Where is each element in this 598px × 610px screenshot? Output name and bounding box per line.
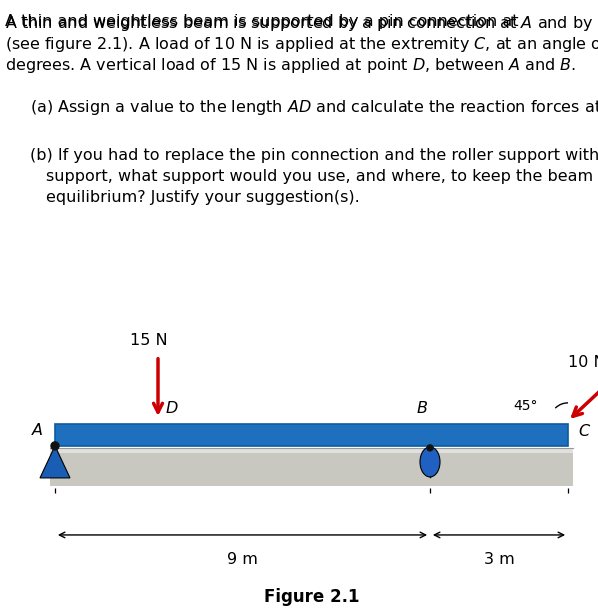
Text: A thin and weightless beam is supported by a pin connection at $\mathit{A}$ and : A thin and weightless beam is supported …: [5, 14, 598, 33]
Text: A: A: [32, 423, 43, 439]
Polygon shape: [40, 446, 70, 478]
Text: 9 m: 9 m: [227, 552, 258, 567]
Ellipse shape: [420, 447, 440, 477]
Circle shape: [427, 445, 433, 451]
Text: 3 m: 3 m: [484, 552, 514, 567]
Text: 45°: 45°: [514, 399, 538, 413]
Text: equilibrium? Justify your suggestion(s).: equilibrium? Justify your suggestion(s).: [46, 190, 360, 205]
Text: degrees. A vertical load of 15 N is applied at point $\mathit{D}$, between $\mat: degrees. A vertical load of 15 N is appl…: [5, 56, 576, 75]
Bar: [50, 448, 573, 453]
Text: B: B: [416, 401, 428, 416]
Text: 10 N: 10 N: [568, 355, 598, 370]
Text: A thin and weightless beam is supported by a pin connection at: A thin and weightless beam is supported …: [5, 14, 524, 29]
Text: support, what support would you use, and where, to keep the beam in: support, what support would you use, and…: [46, 169, 598, 184]
Bar: [55, 424, 568, 446]
Bar: [50, 448, 573, 486]
Text: 15 N: 15 N: [130, 333, 167, 348]
Text: D: D: [166, 401, 178, 416]
Circle shape: [51, 442, 59, 450]
Text: Figure 2.1: Figure 2.1: [264, 588, 359, 606]
Text: (see figure 2.1). A load of 10 N is applied at the extremity $\mathit{C}$, at an: (see figure 2.1). A load of 10 N is appl…: [5, 35, 598, 54]
Text: (b) If you had to replace the pin connection and the roller support with only on: (b) If you had to replace the pin connec…: [30, 148, 598, 163]
Text: (a) Assign a value to the length $\mathit{AD}$ and calculate the reaction forces: (a) Assign a value to the length $\mathi…: [30, 98, 598, 117]
Text: C: C: [578, 425, 589, 439]
